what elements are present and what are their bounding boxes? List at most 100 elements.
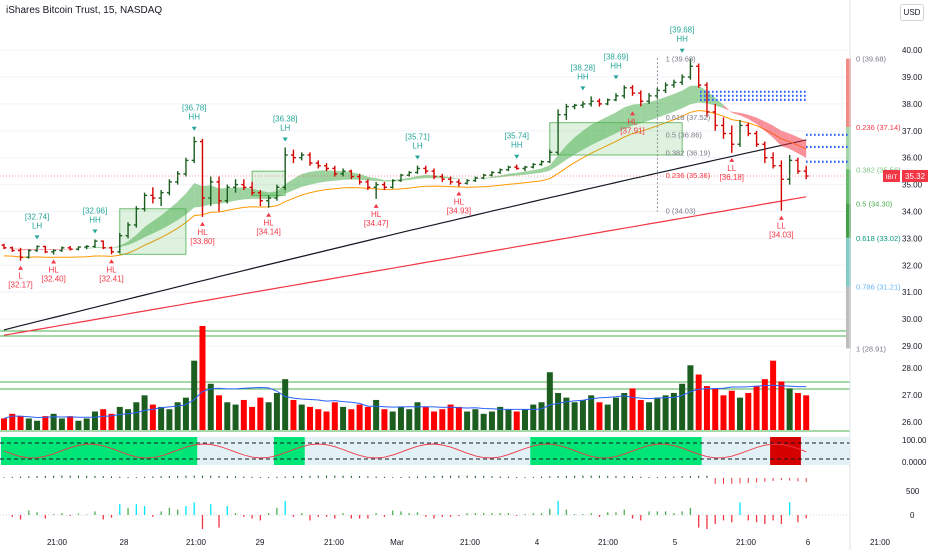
- pivot-price-label: [39.68]: [670, 26, 694, 35]
- candle: [26, 249, 32, 259]
- last-price-tag: [902, 169, 928, 182]
- volume-bar: [505, 409, 512, 430]
- trend-cloud-segment: [119, 241, 129, 248]
- candle: [199, 138, 205, 217]
- volume-bar: [794, 393, 801, 430]
- candle: [307, 152, 313, 166]
- volume-bar: [629, 388, 636, 430]
- time-tick-label: 21:00: [598, 538, 619, 547]
- candle: [18, 247, 24, 261]
- volume-bar: [621, 393, 628, 430]
- volume-bar: [364, 406, 371, 430]
- trend-cloud-segment: [673, 90, 683, 112]
- fib-band: [846, 58, 851, 128]
- volume-bar: [9, 413, 16, 430]
- volume-bar: [282, 379, 289, 430]
- candle: [390, 179, 396, 189]
- volume-bar: [1, 418, 7, 430]
- candle: [332, 165, 338, 177]
- volume-bar: [546, 372, 553, 430]
- inner-fib-label: 0 (34.03): [666, 207, 697, 216]
- pivot-price-label: [33.80]: [190, 237, 214, 246]
- pivot-marker: [514, 154, 520, 159]
- demand-zone-box: [119, 208, 187, 255]
- candle: [315, 160, 321, 169]
- price-tick-label: 39.00: [902, 73, 923, 82]
- candle: [166, 179, 172, 196]
- candle: [778, 160, 784, 211]
- candle: [109, 246, 115, 255]
- trend-cloud-segment: [94, 247, 104, 248]
- candle: [423, 165, 429, 174]
- volume-bar: [166, 409, 173, 430]
- trend-cloud-segment: [566, 137, 575, 160]
- inner-fib-label: 0.382 (36.19): [666, 149, 711, 158]
- trend-cloud-segment: [615, 107, 625, 134]
- inner-fib-label: 0.618 (37.52): [666, 113, 711, 122]
- pivot-price-label: [32.41]: [99, 274, 123, 283]
- candle: [224, 184, 230, 204]
- price-tick-label: 35.00: [902, 181, 923, 190]
- pivot-price-label: [38.69]: [604, 52, 628, 61]
- candle: [324, 163, 330, 172]
- candle: [555, 109, 561, 156]
- volume-bar: [249, 406, 256, 430]
- currency-button[interactable]: USD: [900, 4, 924, 21]
- trend-cloud-segment: [111, 245, 120, 249]
- volume-bar: [224, 402, 231, 430]
- candle: [183, 157, 189, 177]
- price-tick-label: 30.00: [902, 315, 923, 324]
- candle: [687, 58, 693, 80]
- candle: [290, 149, 296, 164]
- candle: [745, 122, 751, 137]
- volume-bar: [770, 360, 777, 430]
- price-tick-label: 37.00: [902, 127, 923, 136]
- pivot-price-label: [34.03]: [769, 231, 793, 240]
- volume-bar: [588, 395, 595, 430]
- candle: [282, 147, 288, 190]
- ema-line: [3, 109, 807, 258]
- inner-fib-label: 0.5 (36.86): [666, 131, 703, 140]
- pivot-marker: [679, 48, 685, 53]
- trend-cloud-segment: [384, 180, 393, 182]
- momentum-tick-label: 0: [910, 511, 915, 520]
- trend-cloud-segment: [161, 208, 170, 230]
- candle: [729, 125, 735, 153]
- pivot-price-label: [34.47]: [364, 219, 388, 228]
- trend-cloud-segment: [169, 201, 178, 226]
- candle: [274, 184, 280, 201]
- pivot-price-label: [32.74]: [25, 212, 49, 221]
- candle: [42, 245, 48, 254]
- candle: [638, 90, 644, 107]
- trend-cloud-segment: [483, 176, 492, 179]
- oscillator-zone: [1, 437, 198, 465]
- pivot-tag-label: HL: [264, 219, 275, 228]
- time-tick-label: 21:00: [870, 538, 891, 547]
- candle: [191, 136, 197, 164]
- trend-cloud-segment: [194, 183, 203, 208]
- volume-bar: [306, 406, 313, 430]
- fib-level-label: 0.236 (37.14): [856, 123, 901, 132]
- fib-level-label: 0 (39.68): [856, 55, 887, 64]
- trend-cloud-segment: [574, 130, 583, 155]
- volume-bar: [25, 418, 32, 430]
- oscillator-line: [3, 443, 807, 459]
- candle: [514, 164, 520, 170]
- candle: [158, 189, 164, 207]
- fib-level-label: 0.5 (34.30): [856, 199, 893, 208]
- oscillator-zone: [530, 437, 702, 465]
- pivot-tag-label: HL: [106, 265, 117, 274]
- trend-cloud-segment: [293, 174, 302, 191]
- pivot-tag-label: HL: [454, 197, 465, 206]
- trend-cloud-segment: [301, 171, 310, 187]
- volume-bar: [216, 395, 223, 430]
- trend-cloud-segment: [682, 85, 691, 109]
- pivot-tag-label: HH: [577, 72, 589, 81]
- pivot-marker: [109, 259, 115, 264]
- candle: [51, 249, 57, 255]
- demand-zone-box: [549, 122, 683, 156]
- trend-cloud-segment: [210, 185, 220, 205]
- trend-cloud-segment: [409, 175, 418, 180]
- candle: [133, 206, 139, 228]
